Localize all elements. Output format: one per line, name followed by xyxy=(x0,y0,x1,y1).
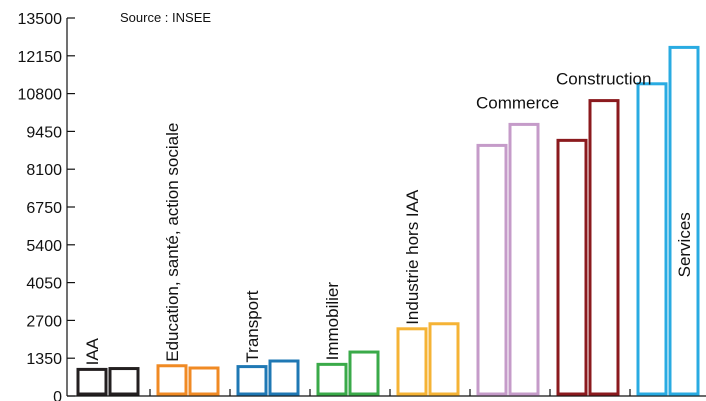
bar xyxy=(508,122,540,396)
group-label: IAA xyxy=(83,337,102,365)
bar xyxy=(428,322,460,396)
bar xyxy=(476,143,508,396)
y-tick-label: 6750 xyxy=(26,200,62,217)
group-label: Construction xyxy=(556,70,651,89)
bars xyxy=(76,45,700,396)
chart-source-note: Source : INSEE xyxy=(120,10,211,25)
y-tick-label: 0 xyxy=(53,389,62,401)
y-tick-label: 10800 xyxy=(18,87,63,104)
bar xyxy=(396,327,428,396)
bar xyxy=(668,45,700,396)
bar xyxy=(588,99,620,396)
group-label: Immobilier xyxy=(323,282,342,361)
y-tick-label: 8100 xyxy=(26,162,62,179)
bar xyxy=(108,367,140,396)
bar xyxy=(316,362,348,396)
y-tick-label: 13500 xyxy=(18,11,63,28)
bar xyxy=(188,366,220,396)
bar xyxy=(556,138,588,396)
bar xyxy=(236,365,268,396)
bar xyxy=(76,367,108,396)
y-tick-label: 9450 xyxy=(26,124,62,141)
bar xyxy=(156,364,188,396)
group-label: Industrie hors IAA xyxy=(403,189,422,325)
y-tick-label: 5400 xyxy=(26,238,62,255)
group-label: Commerce xyxy=(476,93,559,112)
group-label: Services xyxy=(675,212,694,277)
y-tick-label: 12150 xyxy=(18,49,63,66)
group-labels: IAA Education, santé, action sociale Trans… xyxy=(83,70,694,366)
bar xyxy=(348,350,380,396)
y-tick-label: 4050 xyxy=(26,276,62,293)
bar xyxy=(268,359,300,396)
group-label: Education, santé, action sociale xyxy=(163,123,182,362)
bar xyxy=(636,82,668,396)
y-axis: 0 1350 2700 4050 5400 6750 8100 9450 10800 12150 1… xyxy=(18,11,75,401)
x-axis xyxy=(67,389,706,397)
group-label: Transport xyxy=(243,290,262,362)
y-tick-label: 1350 xyxy=(26,351,62,368)
y-tick-label: 2700 xyxy=(26,313,62,330)
